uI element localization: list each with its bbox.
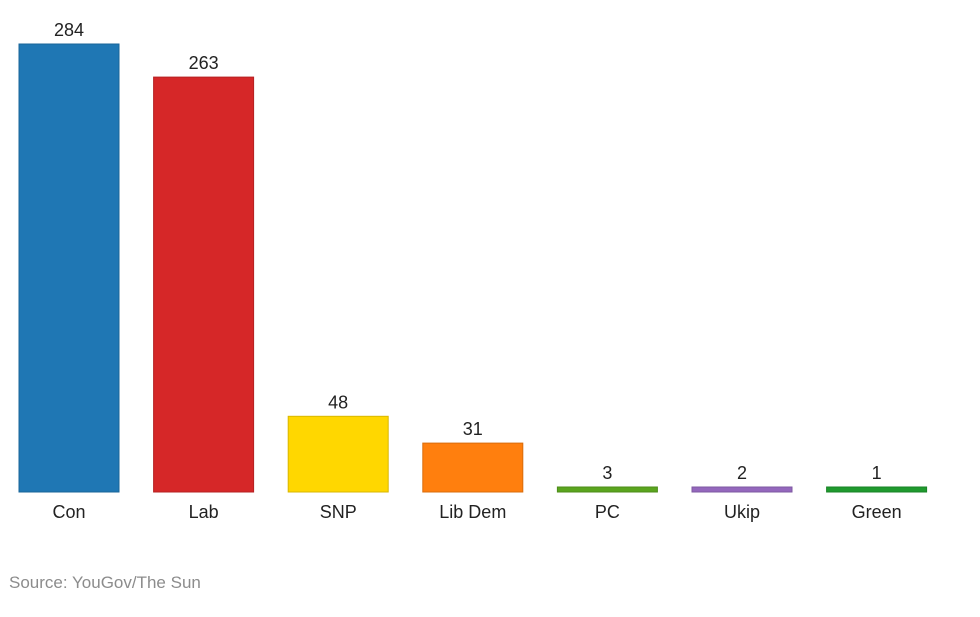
bar-ukip bbox=[691, 486, 793, 493]
category-label-con: Con bbox=[52, 502, 85, 522]
data-label-snp: 48 bbox=[328, 392, 348, 412]
category-label-ukip: Ukip bbox=[724, 502, 760, 522]
category-label-green: Green bbox=[852, 502, 902, 522]
bar-lib-dem bbox=[422, 442, 524, 493]
data-label-pc: 3 bbox=[602, 463, 612, 483]
source-note: Source: YouGov/The Sun bbox=[9, 573, 201, 592]
bar-con bbox=[18, 43, 120, 493]
category-label-pc: PC bbox=[595, 502, 620, 522]
data-label-con: 284 bbox=[54, 20, 84, 40]
bar-lab bbox=[153, 76, 255, 493]
data-label-lab: 263 bbox=[189, 53, 219, 73]
bar-pc bbox=[556, 486, 658, 493]
bar-green bbox=[826, 486, 928, 493]
category-label-lib-dem: Lib Dem bbox=[439, 502, 506, 522]
data-label-ukip: 2 bbox=[737, 463, 747, 483]
bar-chart: 284 Con 263 Lab 48 SNP 31 Lib Dem 3 PC 2 Ukip 1 Green bbox=[18, 20, 928, 522]
data-label-green: 1 bbox=[872, 463, 882, 483]
category-label-snp: SNP bbox=[320, 502, 357, 522]
bar-snp bbox=[287, 415, 389, 493]
data-label-lib-dem: 31 bbox=[463, 419, 483, 439]
category-label-lab: Lab bbox=[189, 502, 219, 522]
